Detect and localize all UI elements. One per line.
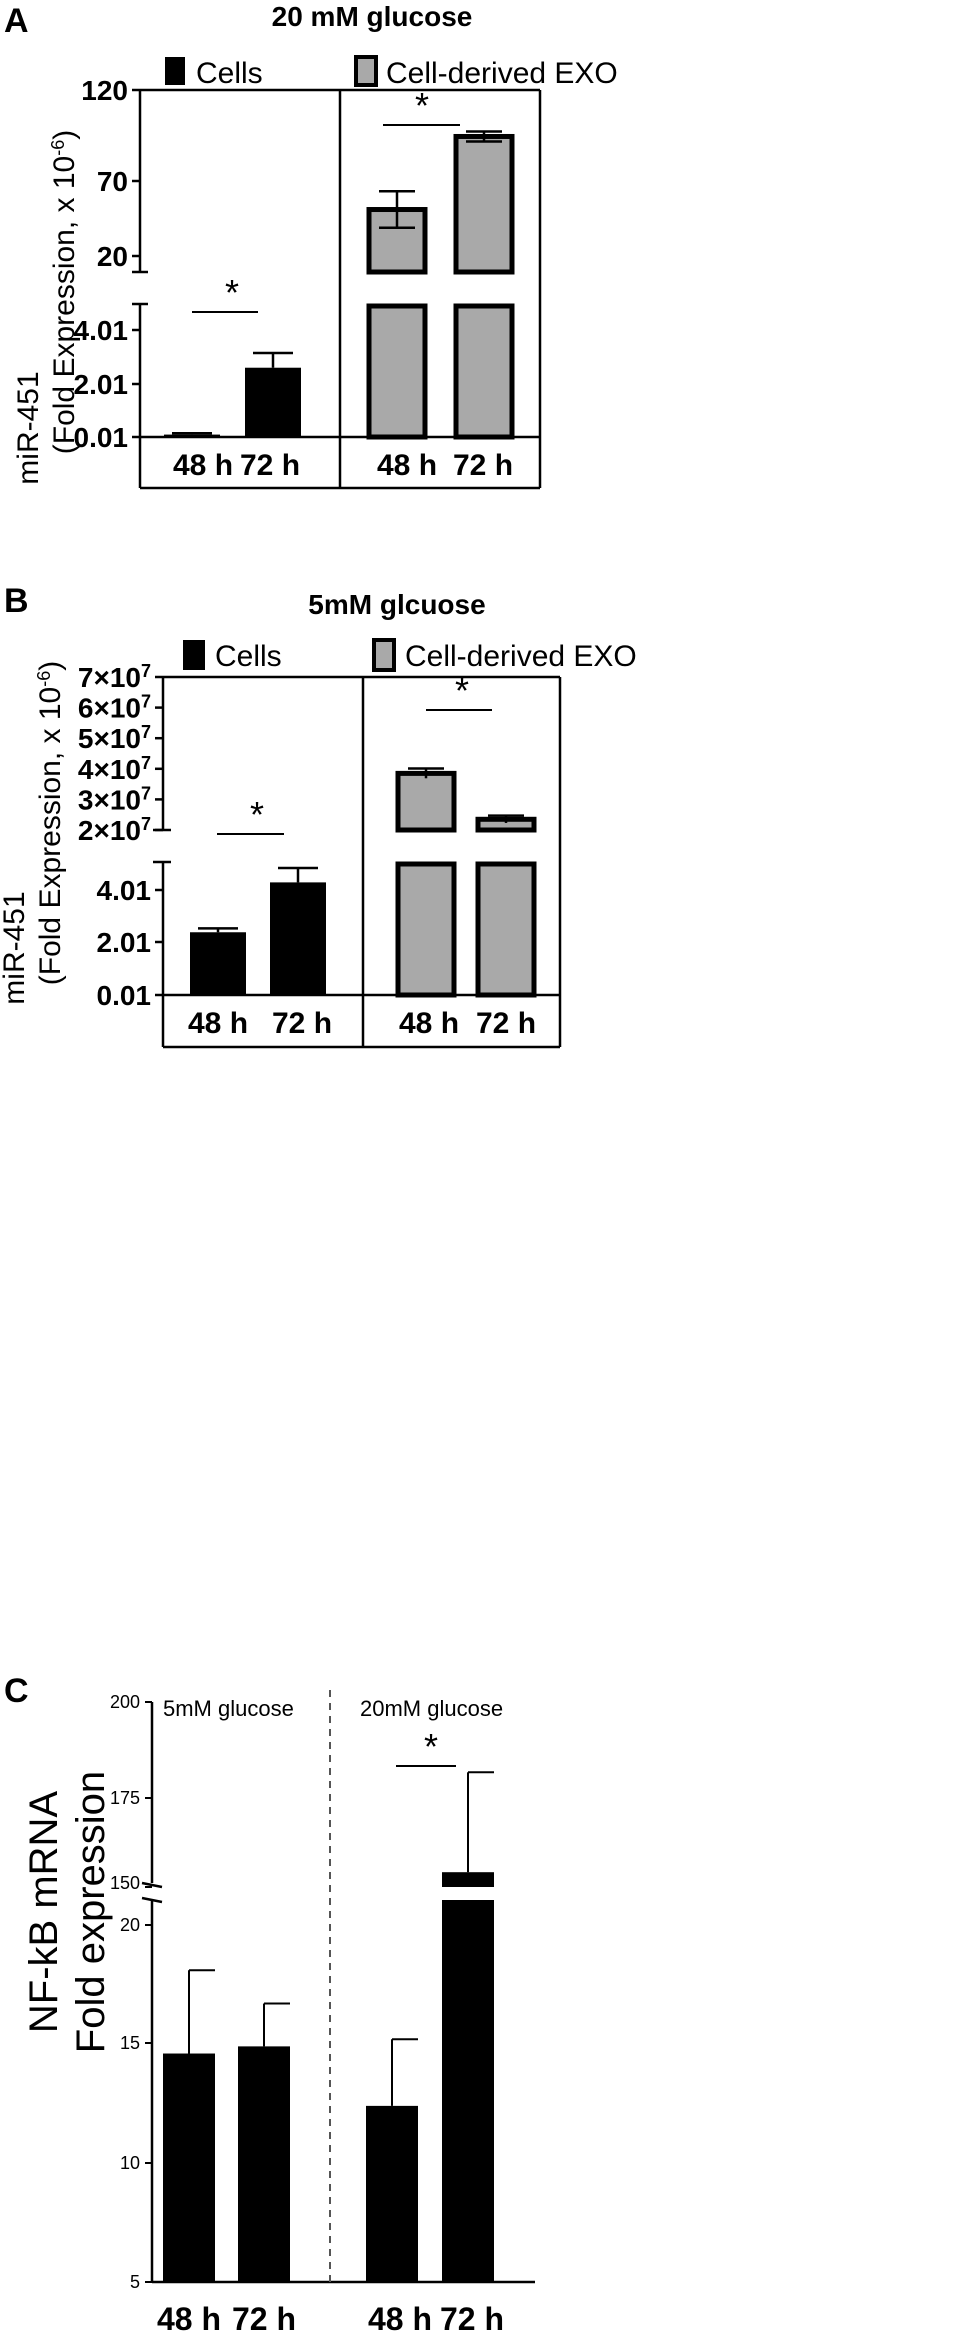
y-tick-label-2.01: 2.01 (97, 927, 152, 958)
bar-lower-20mm-72h (442, 1900, 494, 2282)
x-label-5mm-72h: 72 h (232, 2301, 296, 2337)
bar-cells-48h (164, 434, 220, 437)
y-axis-label-line1: miR-451 (0, 891, 31, 1004)
y-tick-label-4e7: 4×107 (78, 753, 151, 785)
group-title-20mm: 20mM glucose (360, 1696, 503, 1721)
y-tick-label-3e7: 3×107 (78, 783, 151, 815)
legend-label-exo: Cell-derived EXO (386, 57, 618, 90)
legend-label-exo: Cell-derived EXO (405, 640, 637, 673)
bar-5mm-48h (163, 2053, 215, 2282)
y-tick-label-200: 200 (110, 1692, 140, 1712)
panel-letter-b: B (4, 582, 29, 620)
bar-exo-upper-48h (395, 770, 457, 833)
y-axis-label-line2: (Fold Expression, x 10-6) (34, 661, 67, 985)
legend-label-cells: Cells (215, 640, 282, 673)
significance-star-exo: * (455, 670, 469, 711)
legend-label-cells: Cells (196, 57, 263, 90)
y-tick-label-120: 120 (81, 75, 128, 106)
bar-exo-upper-72h (453, 133, 515, 275)
bar-exo-lower-72h (475, 861, 537, 998)
legend-swatch-exo (354, 55, 378, 87)
bar-exo-lower-48h (395, 861, 457, 998)
panel-c: C 5mM glucose 20mM glucose NF-kB mRNA Fo… (4, 1672, 535, 2337)
y-tick-label-4.01: 4.01 (74, 315, 129, 346)
x-label-cells-48h: 48 h (173, 449, 233, 482)
bar-upper-20mm-72h (442, 1872, 494, 1887)
bar-exo-lower-72h (453, 303, 515, 440)
y-tick-label-6e7: 6×107 (78, 692, 151, 724)
y-tick-label-2e7: 2×107 (78, 814, 151, 846)
y-tick-label-2.01: 2.01 (74, 369, 129, 400)
panel-b-title: 5mM glcuose (308, 589, 485, 620)
x-label-cells-72h: 72 h (272, 1007, 332, 1040)
y-axis-label-line1: miR-451 (12, 371, 45, 484)
y-tick-label-175: 175 (110, 1788, 140, 1808)
x-label-20mm-72h: 72 h (440, 2301, 504, 2337)
x-label-20mm-48h: 48 h (368, 2301, 432, 2337)
y-tick-label-5: 5 (130, 2272, 140, 2292)
bar-20mm-48h (366, 2105, 418, 2282)
bar-cells-48h (190, 932, 246, 995)
significance-star-20mm: * (424, 1726, 438, 1767)
x-label-5mm-48h: 48 h (157, 2301, 221, 2337)
bar-cells-72h (270, 882, 326, 995)
significance-star-cells: * (250, 794, 264, 835)
legend-swatch-cells (165, 57, 185, 85)
x-label-cells-72h: 72 h (240, 449, 300, 482)
bar-cells-72h (245, 367, 301, 437)
legend-swatch-cells (183, 640, 205, 670)
y-ticks-b-lower: 4.01 2.01 0.01 (97, 875, 163, 1011)
bars-a (164, 130, 515, 440)
x-label-cells-48h: 48 h (188, 1007, 248, 1040)
panel-letter-a: A (4, 2, 29, 40)
significance-star-exo: * (415, 85, 429, 126)
y-tick-label-150: 150 (110, 1873, 140, 1893)
y-ticks-c: 200 175 150 20 15 10 5 (110, 1692, 152, 2292)
bar-5mm-72h (238, 2046, 290, 2282)
x-label-exo-72h: 72 h (476, 1007, 536, 1040)
legend-swatch-exo (372, 638, 396, 672)
x-label-exo-72h: 72 h (453, 449, 513, 482)
x-label-exo-48h: 48 h (399, 1007, 459, 1040)
x-label-exo-48h: 48 h (377, 449, 437, 482)
panel-letter-c: C (4, 1672, 29, 1710)
group-title-5mm: 5mM glucose (163, 1696, 294, 1721)
y-tick-label-7e7: 7×107 (78, 661, 151, 693)
y-tick-label-4.01: 4.01 (97, 875, 152, 906)
y-axis-label-line2: Fold expression (69, 1771, 113, 2053)
significance-star-cells: * (225, 272, 239, 313)
y-axis-label-line1: NF-kB mRNA (22, 1791, 66, 2034)
panel-b: B 5mM glcuose Cells Cell-derived EXO miR… (0, 582, 637, 1049)
y-tick-label-20: 20 (97, 241, 128, 272)
y-tick-label-20: 20 (120, 1915, 140, 1935)
y-tick-label-10: 10 (120, 2153, 140, 2173)
y-tick-label-0.01: 0.01 (74, 422, 129, 453)
panel-a-title: 20 mM glucose (272, 1, 473, 32)
y-tick-label-70: 70 (97, 166, 128, 197)
y-tick-label-5e7: 5×107 (78, 722, 151, 754)
y-axis-label-line2: (Fold Expression, x 10-6) (48, 130, 81, 454)
bar-exo-lower-48h (366, 303, 428, 440)
y-ticks-a: 120 70 20 4.01 2.01 0.01 (74, 75, 140, 453)
bars-b (190, 767, 537, 998)
panel-a: A 20 mM glucose Cells Cell-derived EXO m… (4, 1, 618, 490)
y-tick-label-15: 15 (120, 2033, 140, 2053)
y-tick-label-0.01: 0.01 (97, 980, 152, 1011)
bars-c (163, 1771, 494, 2282)
